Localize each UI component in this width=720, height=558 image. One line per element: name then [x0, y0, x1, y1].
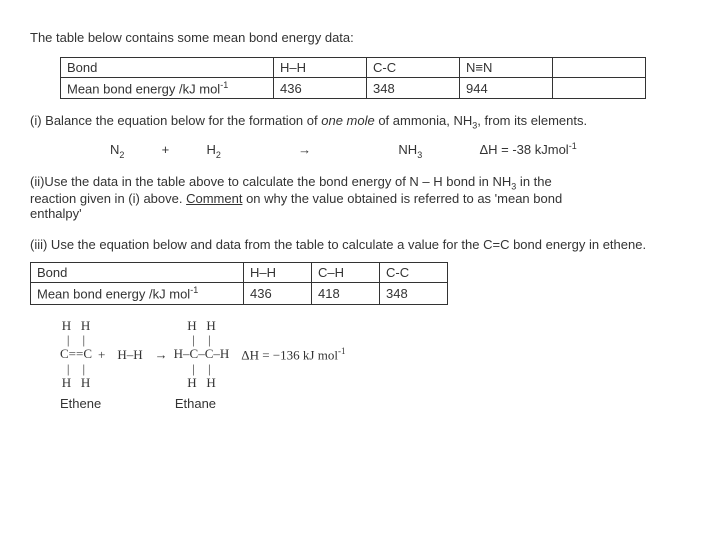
table-row: Mean bond energy /kJ mol-1 436 418 348: [31, 283, 448, 304]
molecule-labels: Ethene Ethane: [60, 396, 690, 411]
ethene-label: Ethene: [60, 396, 101, 411]
cell-bond: H–H: [244, 263, 312, 283]
table-row: Bond H–H C-C N≡N: [61, 58, 646, 78]
question-1: (i) Balance the equation below for the f…: [30, 113, 690, 131]
cell-val: 436: [274, 78, 367, 99]
question-3: (iii) Use the equation below and data fr…: [30, 237, 690, 252]
cell-bond: C–H: [312, 263, 380, 283]
cell-bond: N≡N: [460, 58, 553, 78]
ethene-structure: H H | | C==C | | H H: [60, 319, 92, 390]
cell-bond: C-C: [367, 58, 460, 78]
equation-1: N2 + H2 → NH3 ΔH = -38 kJmol-1: [110, 141, 690, 160]
cell-bond: H–H: [274, 58, 367, 78]
row-label-energy: Mean bond energy /kJ mol-1: [31, 283, 244, 304]
bond-table-2: Bond H–H C–H C-C Mean bond energy /kJ mo…: [30, 262, 448, 304]
cell-val: 348: [380, 283, 448, 304]
cell-empty: [553, 78, 646, 99]
row-label-bond: Bond: [31, 263, 244, 283]
hh-molecule: H–H: [117, 347, 142, 363]
cell-val: 418: [312, 283, 380, 304]
cell-bond: C-C: [380, 263, 448, 283]
table-row: Mean bond energy /kJ mol-1 436 348 944: [61, 78, 646, 99]
table-row: Bond H–H C–H C-C: [31, 263, 448, 283]
arrow-icon: →: [155, 347, 168, 363]
bond-table-1: Bond H–H C-C N≡N Mean bond energy /kJ mo…: [60, 57, 646, 99]
reaction-equation: H H | | C==C | | H H + H–H → H H | | H–C…: [60, 319, 690, 390]
ethane-structure: H H | | H–C–C–H | | H H: [174, 319, 230, 390]
row-label-bond: Bond: [61, 58, 274, 78]
question-2: (ii)Use the data in the table above to c…: [30, 174, 690, 222]
row-label-energy: Mean bond energy /kJ mol-1: [61, 78, 274, 99]
cell-empty: [553, 58, 646, 78]
ethane-label: Ethane: [175, 396, 216, 411]
cell-val: 436: [244, 283, 312, 304]
cell-val: 944: [460, 78, 553, 99]
cell-val: 348: [367, 78, 460, 99]
delta-h: ΔH = −136 kJ mol-1: [241, 346, 345, 363]
plus-sign: +: [98, 347, 105, 363]
intro-text: The table below contains some mean bond …: [30, 30, 690, 45]
